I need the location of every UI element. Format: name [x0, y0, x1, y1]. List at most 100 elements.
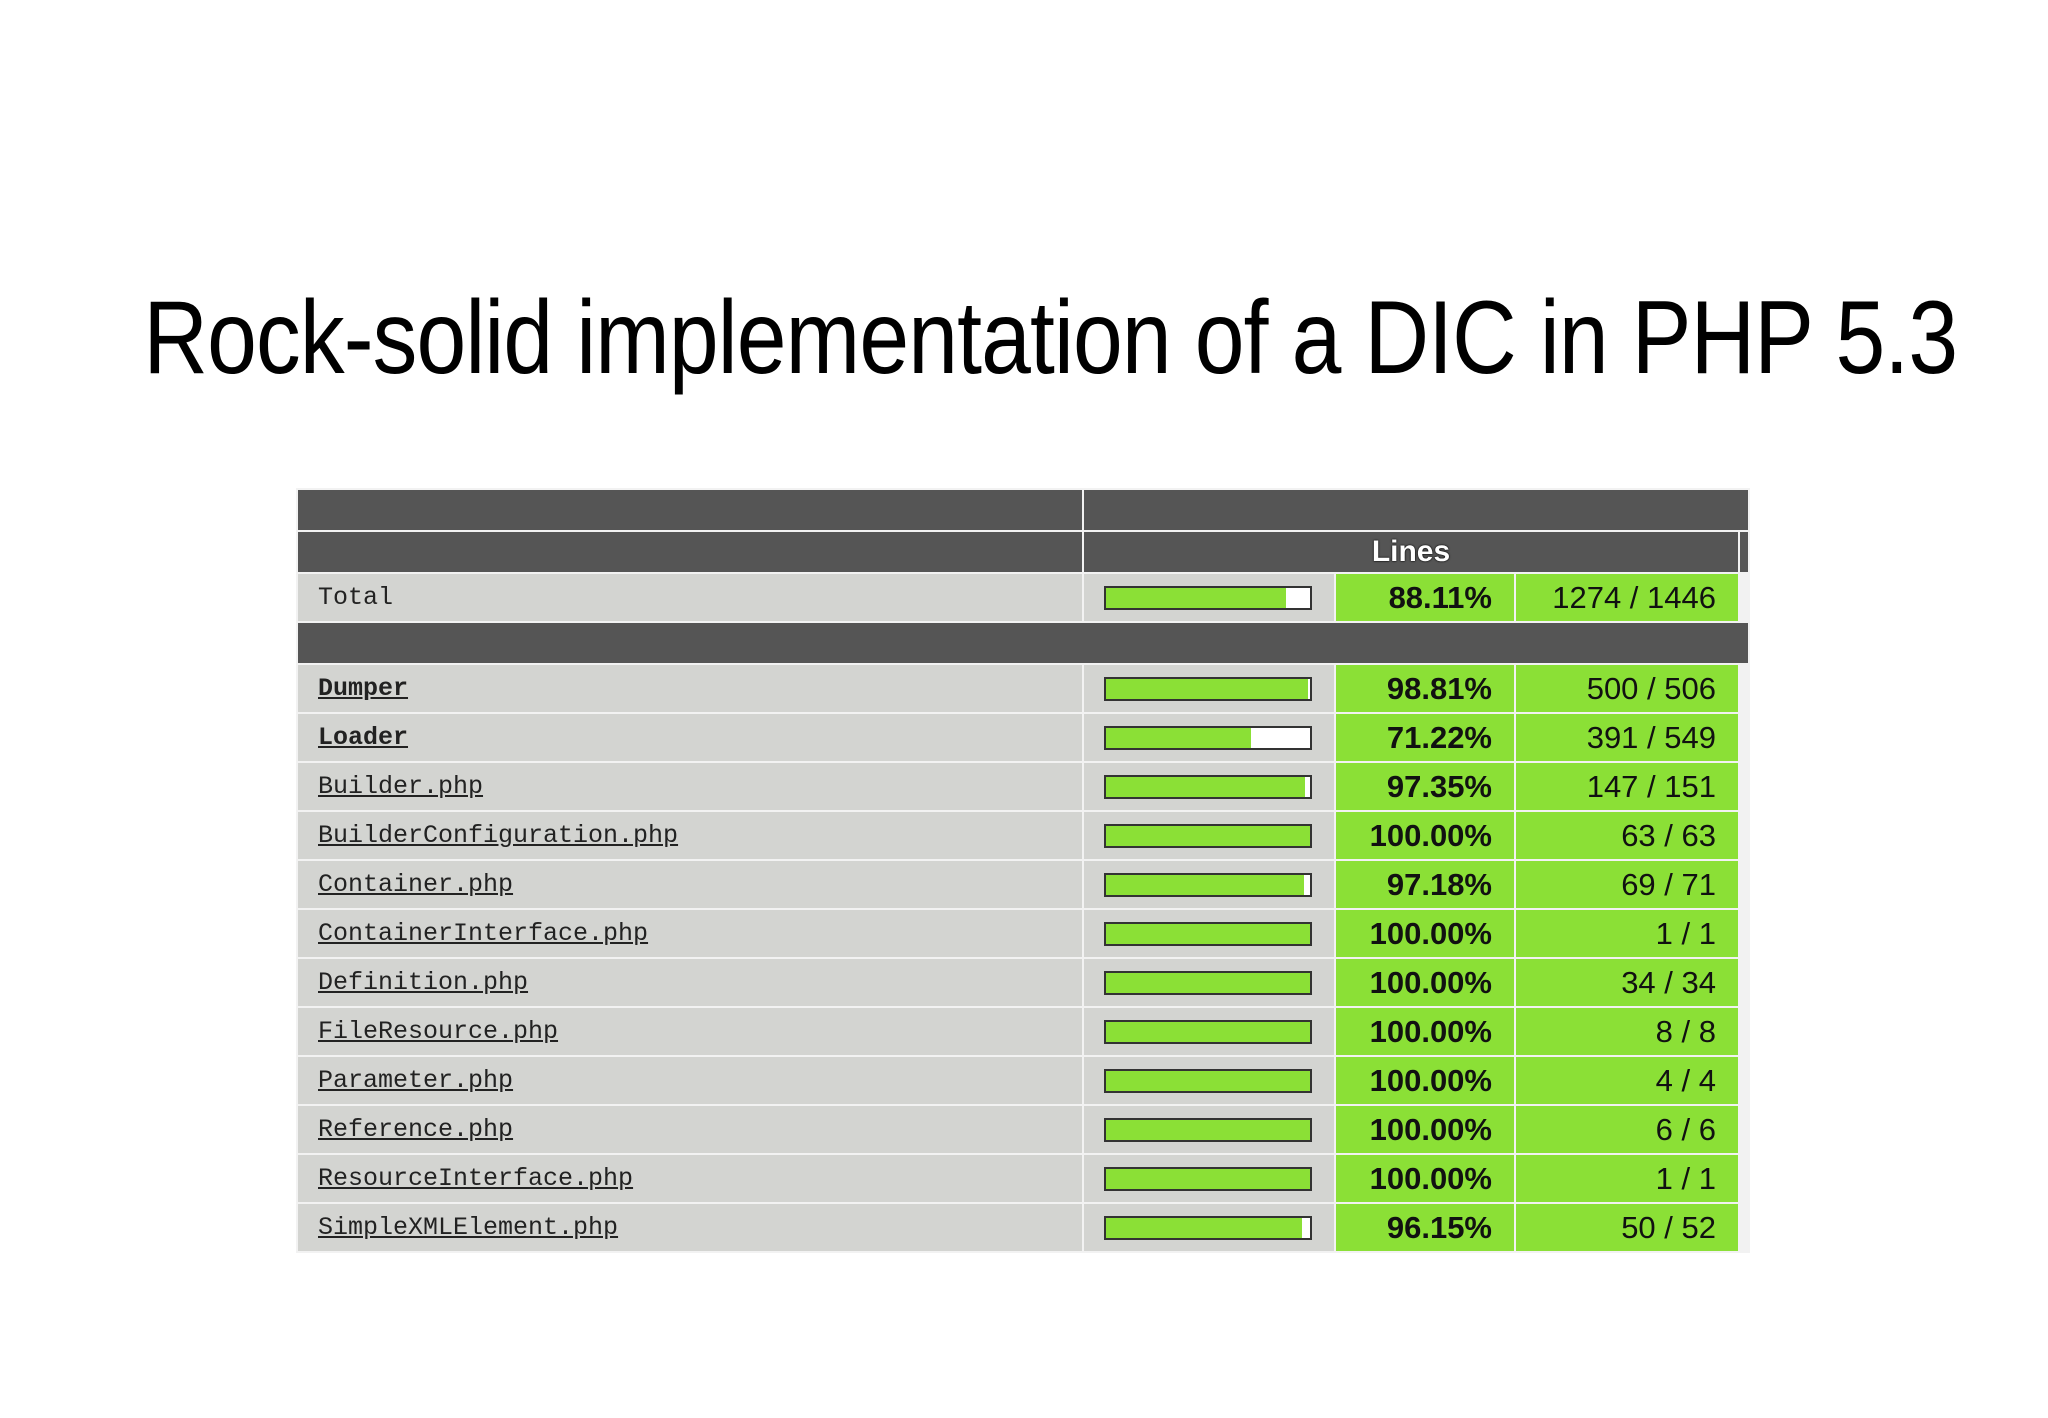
row-percent: 100.00% [1334, 1153, 1516, 1204]
row-percent: 100.00% [1334, 1104, 1516, 1155]
coverage-bar-frame [1104, 676, 1312, 701]
table-row: Reference.php 100.00% 6 / 6 [296, 1104, 1750, 1155]
table-row: Dumper 98.81% 500 / 506 [296, 663, 1750, 714]
row-edge [1738, 1055, 1750, 1106]
file-link[interactable]: ResourceInterface.php [318, 1164, 634, 1193]
row-name-cell: Reference.php [296, 1104, 1084, 1155]
row-name-cell: ContainerInterface.php [296, 908, 1084, 959]
row-count: 1 / 1 [1514, 1153, 1740, 1204]
row-coverage-bar [1082, 957, 1336, 1008]
row-name-cell: Definition.php [296, 957, 1084, 1008]
row-percent: 100.00% [1334, 1055, 1516, 1106]
row-coverage-bar [1082, 908, 1336, 959]
row-coverage-bar [1082, 712, 1336, 763]
file-link[interactable]: Definition.php [318, 968, 529, 997]
row-name-cell: SimpleXMLElement.php [296, 1202, 1084, 1253]
row-name-cell: Builder.php [296, 761, 1084, 812]
row-edge [1738, 572, 1750, 623]
coverage-bar-fill [1106, 874, 1305, 895]
coverage-bar-fill [1106, 678, 1308, 699]
row-edge [1738, 1153, 1750, 1204]
total-coverage-bar [1082, 572, 1336, 623]
coverage-bar-fill [1106, 1168, 1310, 1189]
coverage-bar-frame [1104, 585, 1312, 610]
row-name-cell: Container.php [296, 859, 1084, 910]
coverage-bar-fill [1106, 1021, 1310, 1042]
table-row: FileResource.php 100.00% 8 / 8 [296, 1006, 1750, 1057]
row-name-cell: Dumper [296, 663, 1084, 714]
header-edge [1738, 530, 1750, 574]
coverage-bar-fill [1106, 776, 1305, 797]
file-link[interactable]: Container.php [318, 870, 514, 899]
row-coverage-bar [1082, 810, 1336, 861]
coverage-bar-frame [1104, 1068, 1312, 1093]
row-edge [1738, 1104, 1750, 1155]
table-row: BuilderConfiguration.php 100.00% 63 / 63 [296, 810, 1750, 861]
row-coverage-bar [1082, 1055, 1336, 1106]
row-name-cell: Parameter.php [296, 1055, 1084, 1106]
row-count: 34 / 34 [1514, 957, 1740, 1008]
table-row: ResourceInterface.php 100.00% 1 / 1 [296, 1153, 1750, 1204]
coverage-bar-frame [1104, 1117, 1312, 1142]
row-count: 63 / 63 [1514, 810, 1740, 861]
coverage-bar-frame [1104, 970, 1312, 995]
row-coverage-bar [1082, 1153, 1336, 1204]
row-name-cell: ResourceInterface.php [296, 1153, 1084, 1204]
row-edge [1738, 859, 1750, 910]
row-count: 1 / 1 [1514, 908, 1740, 959]
row-percent: 96.15% [1334, 1202, 1516, 1253]
header-cell-empty-right [1082, 488, 1750, 532]
row-count: 69 / 71 [1514, 859, 1740, 910]
coverage-bar-frame [1104, 1166, 1312, 1191]
row-percent: 71.22% [1334, 712, 1516, 763]
coverage-bar-fill [1106, 1217, 1303, 1238]
table-row: Definition.php 100.00% 34 / 34 [296, 957, 1750, 1008]
row-coverage-bar [1082, 663, 1336, 714]
row-coverage-bar [1082, 1104, 1336, 1155]
table-row: Container.php 97.18% 69 / 71 [296, 859, 1750, 910]
table-row: Parameter.php 100.00% 4 / 4 [296, 1055, 1750, 1106]
row-coverage-bar [1082, 1006, 1336, 1057]
total-count: 1274 / 1446 [1514, 572, 1740, 623]
row-count: 147 / 151 [1514, 761, 1740, 812]
coverage-bar-fill [1106, 972, 1310, 993]
coverage-bar-frame [1104, 1019, 1312, 1044]
table-row: ContainerInterface.php 100.00% 1 / 1 [296, 908, 1750, 959]
row-count: 6 / 6 [1514, 1104, 1740, 1155]
file-link[interactable]: BuilderConfiguration.php [318, 821, 679, 850]
total-percent: 88.11% [1334, 572, 1516, 623]
row-edge [1738, 1202, 1750, 1253]
table-row: SimpleXMLElement.php 96.15% 50 / 52 [296, 1202, 1750, 1253]
file-link[interactable]: Reference.php [318, 1115, 514, 1144]
table-separator-row [296, 621, 1750, 665]
row-edge [1738, 1006, 1750, 1057]
separator-cell [296, 621, 1750, 665]
table-row: Builder.php 97.35% 147 / 151 [296, 761, 1750, 812]
row-coverage-bar [1082, 859, 1336, 910]
coverage-bar-frame [1104, 774, 1312, 799]
row-edge [1738, 810, 1750, 861]
directory-link[interactable]: Dumper [318, 674, 409, 703]
coverage-bar-frame [1104, 725, 1312, 750]
row-percent: 100.00% [1334, 957, 1516, 1008]
file-link[interactable]: Parameter.php [318, 1066, 514, 1095]
row-percent: 98.81% [1334, 663, 1516, 714]
file-link[interactable]: SimpleXMLElement.php [318, 1213, 619, 1242]
coverage-bar-frame [1104, 1215, 1312, 1240]
file-link[interactable]: FileResource.php [318, 1017, 559, 1046]
coverage-bar-fill [1106, 1119, 1310, 1140]
row-percent: 100.00% [1334, 1006, 1516, 1057]
row-percent: 100.00% [1334, 908, 1516, 959]
row-percent: 97.18% [1334, 859, 1516, 910]
row-edge [1738, 908, 1750, 959]
coverage-bar-fill [1106, 727, 1252, 748]
row-percent: 100.00% [1334, 810, 1516, 861]
slide-title: Rock-solid implementation of a DIC in PH… [143, 280, 1958, 396]
row-name-cell: Loader [296, 712, 1084, 763]
coverage-bar-fill [1106, 587, 1286, 608]
coverage-bar-frame [1104, 921, 1312, 946]
file-link[interactable]: Builder.php [318, 772, 484, 801]
directory-link[interactable]: Loader [318, 723, 409, 752]
row-edge [1738, 663, 1750, 714]
file-link[interactable]: ContainerInterface.php [318, 919, 649, 948]
